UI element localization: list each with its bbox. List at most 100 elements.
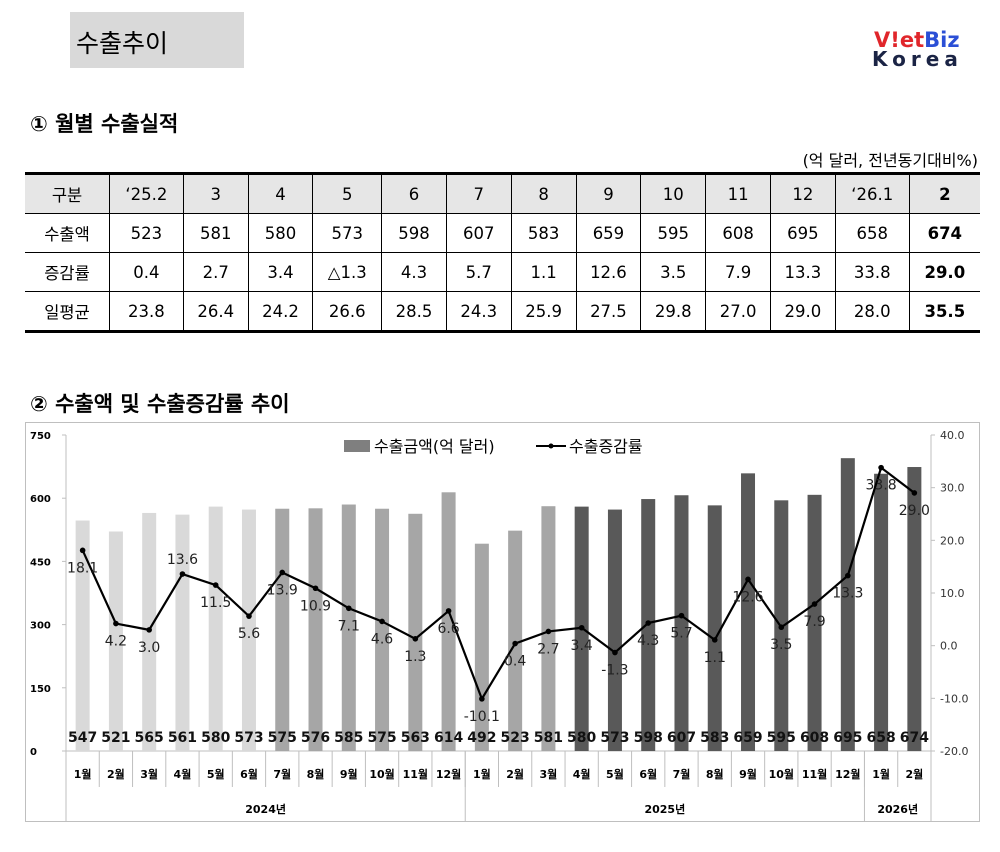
category-label: 2월	[905, 767, 923, 781]
growth-rate-label: 3.0	[138, 640, 160, 656]
bar-value-label: 573	[600, 730, 629, 746]
table-cell: 29.0	[770, 291, 836, 333]
category-label: 12월	[835, 767, 860, 781]
left-tick-label: 750	[30, 431, 51, 442]
bar-value-label: 658	[866, 730, 895, 746]
table-cell: 27.0	[705, 291, 772, 333]
growth-rate-line	[81, 465, 916, 702]
right-tick-label: -10.0	[940, 692, 968, 705]
bar-value-label: 521	[101, 730, 130, 746]
logo-text-c: Korea	[872, 47, 963, 71]
bar-value-label: 614	[434, 730, 463, 746]
growth-rate-label: 7.1	[338, 618, 360, 634]
bar	[341, 504, 356, 751]
table-cell: 523	[109, 213, 184, 253]
category-label: 2월	[107, 767, 125, 781]
bar-value-label: 595	[767, 730, 796, 746]
table-cell: 595	[640, 213, 707, 253]
growth-rate-point	[811, 601, 818, 607]
legend-line-label: 수출증감률	[569, 437, 643, 456]
table-cell: 5	[312, 172, 383, 214]
category-label: 5월	[606, 767, 624, 781]
growth-rate-point	[445, 608, 452, 614]
growth-rate-label: 3.4	[571, 638, 593, 654]
growth-rate-point	[412, 636, 419, 642]
left-tick-label: 150	[30, 684, 51, 695]
growth-rate-label: 13.3	[832, 586, 863, 602]
bar	[275, 508, 290, 751]
category-label: 3월	[140, 767, 158, 781]
growth-rate-label: 1.1	[704, 650, 726, 666]
table-cell: 29.0	[908, 252, 980, 292]
growth-rate-point	[345, 605, 352, 612]
growth-rate-label: 3.5	[770, 637, 792, 653]
growth-rate-point	[545, 628, 552, 635]
growth-rate-label: 4.3	[637, 633, 659, 649]
bar-value-label: 523	[501, 730, 530, 746]
bar-value-label: 575	[268, 730, 297, 746]
vietbiz-korea-logo: V!etBiz Korea	[872, 30, 972, 74]
right-tick-label: 20.0	[940, 534, 965, 547]
page-title: 수출추이	[76, 29, 169, 58]
growth-rate-label: 5.7	[670, 626, 692, 642]
category-label: 1월	[872, 767, 890, 781]
category-label: 8월	[706, 767, 724, 781]
table-cell: 695	[770, 213, 836, 253]
growth-rate-point	[146, 627, 152, 633]
table-cell: 26.6	[312, 291, 383, 333]
growth-rate-point	[578, 624, 585, 631]
table-row: 일평균 23.8 26.4 24.2 26.6 28.5 24.3 25.9 27.5 29.8 2…	[25, 291, 980, 333]
growth-rate-point	[312, 585, 319, 592]
growth-rate-label: 10.9	[300, 598, 331, 614]
growth-rate-point	[379, 618, 385, 625]
bar-value-label: 695	[833, 730, 862, 746]
year-label: 2024년	[245, 802, 286, 816]
growth-rate-label: 2.7	[537, 641, 559, 657]
table-cell: 5.7	[445, 252, 512, 292]
growth-rate-label: 13.9	[267, 582, 298, 598]
growth-rate-point	[79, 547, 86, 554]
logo-text-b: Biz	[924, 28, 960, 52]
left-tick-label: 0	[30, 747, 37, 758]
growth-rate-label: 12.6	[732, 589, 763, 605]
bar	[541, 506, 556, 751]
table-cell: 28.5	[381, 291, 447, 333]
bar-value-label: 598	[634, 730, 663, 746]
category-label: 7월	[273, 767, 291, 781]
table-cell: 9	[575, 172, 642, 214]
bar-value-label: 575	[367, 730, 396, 746]
left-tick-label: 450	[30, 557, 51, 568]
bar	[874, 473, 889, 751]
category-label: 9월	[340, 767, 358, 781]
bar	[607, 509, 622, 751]
row-header-cell: 수출액	[25, 213, 110, 253]
table-cell: 29.8	[640, 291, 707, 333]
export-trend-chart: 0 150 300 450 600 750 -20.0 -10.0 0.0 10.0 20.0 30.…	[25, 422, 980, 822]
growth-rate-point	[845, 572, 851, 579]
table-cell: 674	[908, 213, 980, 253]
bar	[741, 473, 756, 751]
table-cell: 33.8	[834, 252, 910, 292]
bar	[308, 508, 323, 751]
growth-rate-label: -1.3	[601, 663, 628, 679]
category-label: 2월	[506, 767, 524, 781]
bar-value-label: 492	[467, 730, 496, 746]
bar	[840, 458, 855, 751]
table-cell: 23.8	[109, 291, 184, 333]
growth-rate-label: 13.6	[167, 552, 198, 568]
table-cell: 28.0	[834, 291, 910, 333]
table-cell: 27.5	[575, 291, 642, 333]
category-label: 4월	[573, 767, 591, 781]
bar-value-label: 659	[733, 730, 762, 746]
year-label: 2025년	[644, 802, 685, 816]
bar	[108, 531, 123, 751]
right-tick-label: 40.0	[940, 429, 965, 442]
table-cell: 580	[247, 213, 314, 253]
table-row: 증감률 0.4 2.7 3.4 △1.3 4.3 5.7 1.1 12.6 3.5 7.9 13.3 3…	[25, 252, 980, 292]
logo-text-a: V!et	[874, 28, 925, 52]
left-tick-label: 600	[30, 494, 51, 505]
bar-value-label: 585	[334, 730, 363, 746]
growth-rate-label: 4.6	[371, 631, 393, 647]
table-cell: 24.3	[445, 291, 512, 333]
table-cell: 8	[510, 172, 577, 214]
